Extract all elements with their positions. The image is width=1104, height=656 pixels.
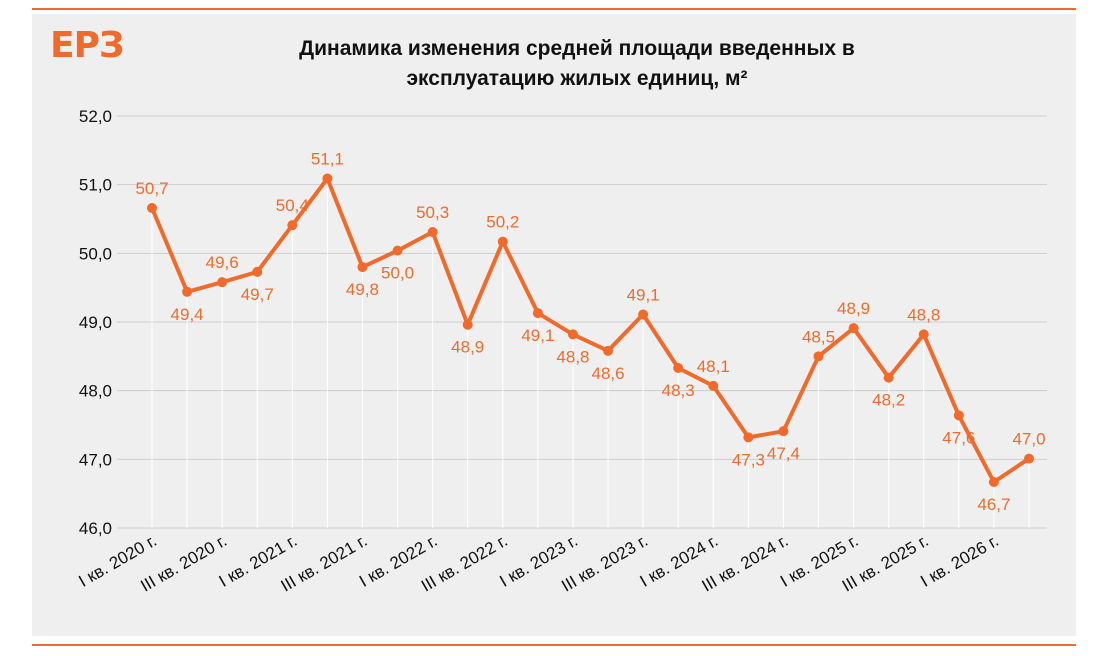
- data-point: [182, 286, 193, 297]
- line-chart: 46,0 47,0 48,0 49,0 50,0 51,0 52,0 50,7 49,4 49,6…: [75, 107, 1047, 596]
- data-label: 48,8: [556, 347, 589, 366]
- data-point: [708, 380, 719, 391]
- data-point: [462, 319, 473, 330]
- data-point: [357, 262, 368, 273]
- chart-panel: ЕРЗ Динамика изменения средней площади в…: [32, 14, 1076, 636]
- data-label: 47,3: [732, 450, 765, 469]
- data-label: 50,7: [135, 179, 168, 198]
- data-point: [217, 277, 228, 288]
- data-label: 50,3: [416, 203, 449, 222]
- chart-title-line-2: эксплуатацию жилых единиц, м²: [406, 67, 748, 90]
- y-tick-label: 48,0: [79, 382, 112, 401]
- data-point: [638, 309, 649, 320]
- data-point: [778, 426, 789, 437]
- data-label: 48,9: [837, 299, 870, 318]
- erz-logo: ЕРЗ: [50, 25, 125, 66]
- data-point: [918, 329, 929, 340]
- chart-title-line-1: Динамика изменения средней площади введе…: [299, 37, 855, 60]
- data-point: [743, 432, 754, 443]
- data-label: 49,7: [241, 285, 274, 304]
- data-label: 50,4: [276, 196, 309, 215]
- bottom-rule: [32, 644, 1076, 646]
- y-tick-label: 51,0: [79, 176, 112, 195]
- data-point: [567, 329, 578, 340]
- top-rule: [32, 8, 1076, 10]
- data-point: [673, 363, 684, 374]
- chart-title: Динамика изменения средней площади введе…: [162, 34, 992, 94]
- data-label: 48,1: [697, 357, 730, 376]
- data-point: [392, 245, 403, 256]
- data-label: 48,2: [872, 391, 905, 410]
- data-label: 49,8: [346, 280, 379, 299]
- y-tick-label: 49,0: [79, 313, 112, 332]
- y-tick-label: 52,0: [79, 107, 112, 126]
- y-tick-label: 47,0: [79, 450, 112, 469]
- data-label: 50,0: [381, 264, 414, 283]
- data-point: [322, 173, 333, 184]
- data-label: 48,6: [591, 364, 624, 383]
- data-label: 48,3: [662, 381, 695, 400]
- y-tick-label: 46,0: [79, 519, 112, 538]
- data-label: 49,1: [521, 326, 554, 345]
- data-point: [252, 266, 263, 277]
- data-label: 48,8: [907, 305, 940, 324]
- data-point: [988, 476, 999, 487]
- data-label: 48,9: [451, 338, 484, 357]
- data-point: [813, 351, 824, 362]
- data-point: [147, 203, 157, 214]
- data-label: 48,5: [802, 327, 835, 346]
- data-label: 47,6: [942, 428, 975, 447]
- x-tick-label: I кв. 2026 г.: [917, 531, 1002, 591]
- data-label: 47,0: [1012, 430, 1045, 449]
- data-label: 49,1: [627, 285, 660, 304]
- y-tick-label: 50,0: [79, 244, 112, 263]
- data-point: [532, 308, 543, 319]
- data-point: [883, 372, 894, 383]
- data-label: 51,1: [311, 149, 344, 168]
- data-label: 46,7: [977, 495, 1010, 514]
- data-point: [497, 236, 508, 247]
- data-point: [953, 410, 964, 421]
- data-point: [603, 345, 614, 356]
- data-point: [427, 227, 438, 238]
- data-point: [848, 323, 859, 334]
- data-label: 50,2: [486, 213, 519, 232]
- data-label: 47,4: [767, 444, 800, 463]
- series-line: [150, 176, 1031, 484]
- data-point: [1024, 453, 1034, 464]
- data-label: 49,6: [206, 253, 239, 272]
- data-point: [287, 220, 298, 231]
- data-label: 49,4: [171, 305, 204, 324]
